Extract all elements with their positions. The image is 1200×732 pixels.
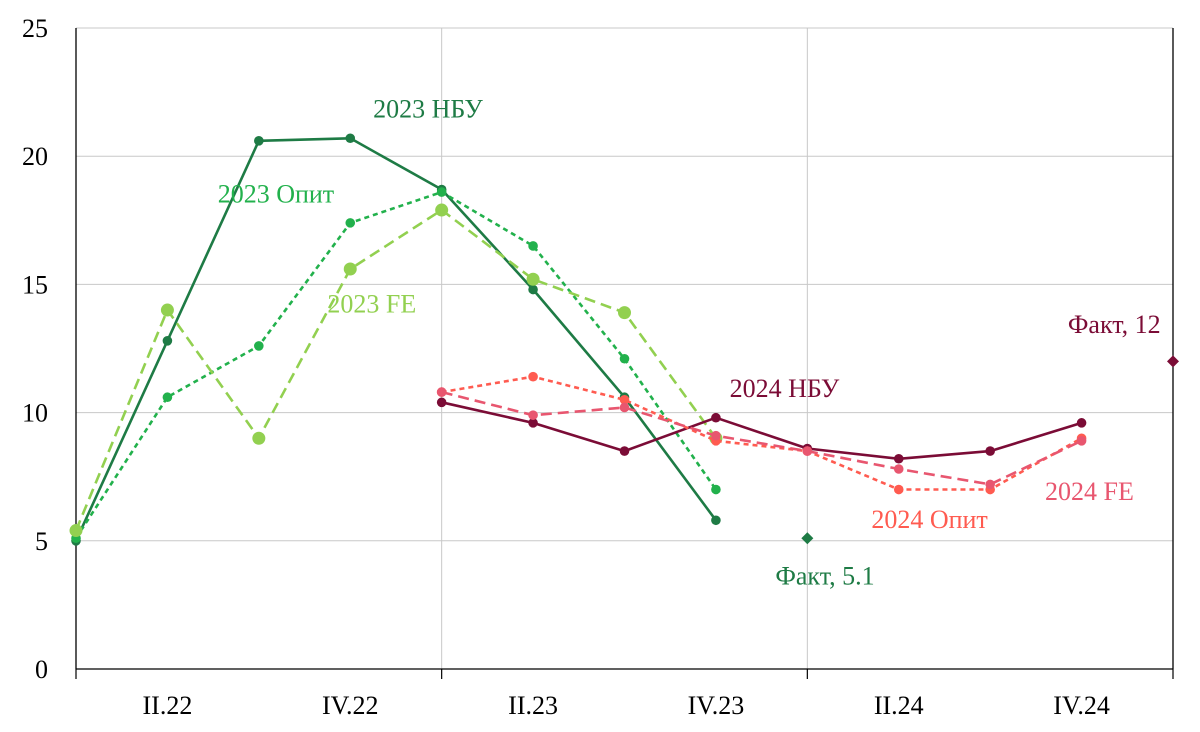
data-point bbox=[619, 394, 630, 405]
data-point bbox=[711, 412, 721, 423]
data-point bbox=[436, 397, 447, 408]
data-point bbox=[436, 187, 447, 197]
data-point bbox=[711, 515, 721, 526]
data-point bbox=[254, 341, 264, 351]
data-point bbox=[435, 203, 449, 217]
data-point bbox=[343, 262, 357, 276]
data-point bbox=[528, 410, 538, 420]
facts-group bbox=[801, 355, 1179, 545]
series-line bbox=[441, 390, 1083, 486]
series-label: 2023 FE bbox=[327, 290, 416, 319]
fact-marker bbox=[801, 532, 814, 545]
data-point bbox=[528, 284, 538, 295]
series-label: 2024 FE bbox=[1045, 477, 1134, 506]
data-point bbox=[893, 484, 904, 495]
data-point bbox=[618, 306, 631, 320]
y-tick-label: 20 bbox=[22, 142, 48, 171]
x-tick-label: II.23 bbox=[508, 691, 558, 720]
series-label: 2024 НБУ bbox=[730, 374, 840, 403]
data-point bbox=[711, 430, 721, 441]
data-point bbox=[528, 418, 538, 428]
series-label: 2024 Опит bbox=[871, 505, 987, 534]
y-tick-label: 15 bbox=[22, 270, 48, 299]
series-label: 2023 Опит bbox=[218, 179, 334, 208]
y-tick-label: 10 bbox=[22, 399, 48, 428]
x-tick-label: IV.23 bbox=[688, 691, 745, 720]
data-point bbox=[162, 336, 173, 346]
series-group bbox=[69, 133, 1087, 546]
series-line bbox=[74, 208, 717, 531]
data-point bbox=[526, 272, 540, 286]
data-point bbox=[345, 218, 356, 228]
data-point bbox=[619, 353, 630, 364]
data-point bbox=[711, 484, 721, 495]
y-axis-ticks: 0 5 10 15 20 25 bbox=[22, 14, 48, 684]
data-point bbox=[985, 479, 995, 490]
data-point bbox=[985, 446, 995, 456]
y-tick-label: 0 bbox=[35, 655, 48, 684]
data-point bbox=[1076, 436, 1087, 446]
data-point bbox=[528, 241, 538, 251]
data-point bbox=[254, 136, 264, 146]
series-line bbox=[74, 137, 717, 542]
series-line bbox=[441, 401, 1082, 461]
axes bbox=[75, 28, 1174, 679]
data-point bbox=[1076, 418, 1087, 428]
y-tick-label: 5 bbox=[35, 527, 48, 556]
data-point bbox=[436, 387, 447, 397]
series-label: Факт, 5.1 bbox=[775, 561, 874, 590]
y-tick-label: 25 bbox=[22, 14, 48, 43]
series-label: Факт, 12 bbox=[1068, 310, 1161, 339]
data-point bbox=[345, 133, 356, 144]
series-line bbox=[441, 375, 1083, 491]
x-tick-label: II.22 bbox=[143, 691, 193, 720]
fact-marker bbox=[1167, 355, 1179, 368]
x-axis-ticks: II.22 IV.22 II.23 IV.23 II.24 IV.24 bbox=[143, 691, 1110, 720]
data-point bbox=[893, 464, 904, 474]
x-tick-label: II.24 bbox=[874, 691, 924, 720]
annotations-group: 2023 НБУ 2023 Опит 2023 FE 2024 НБУ 2024 Опи… bbox=[218, 95, 1161, 591]
data-point bbox=[619, 402, 630, 413]
series-line bbox=[74, 190, 717, 539]
data-point bbox=[252, 431, 266, 445]
data-point bbox=[619, 446, 630, 456]
data-point bbox=[160, 303, 174, 317]
data-point bbox=[802, 446, 813, 456]
series-label: 2023 НБУ bbox=[373, 95, 483, 124]
data-point bbox=[162, 392, 173, 403]
data-point bbox=[69, 524, 83, 538]
gridlines bbox=[76, 27, 1173, 669]
data-point bbox=[893, 453, 904, 464]
x-tick-label: IV.24 bbox=[1053, 691, 1110, 720]
data-point bbox=[528, 371, 538, 382]
x-tick-label: IV.22 bbox=[322, 691, 379, 720]
